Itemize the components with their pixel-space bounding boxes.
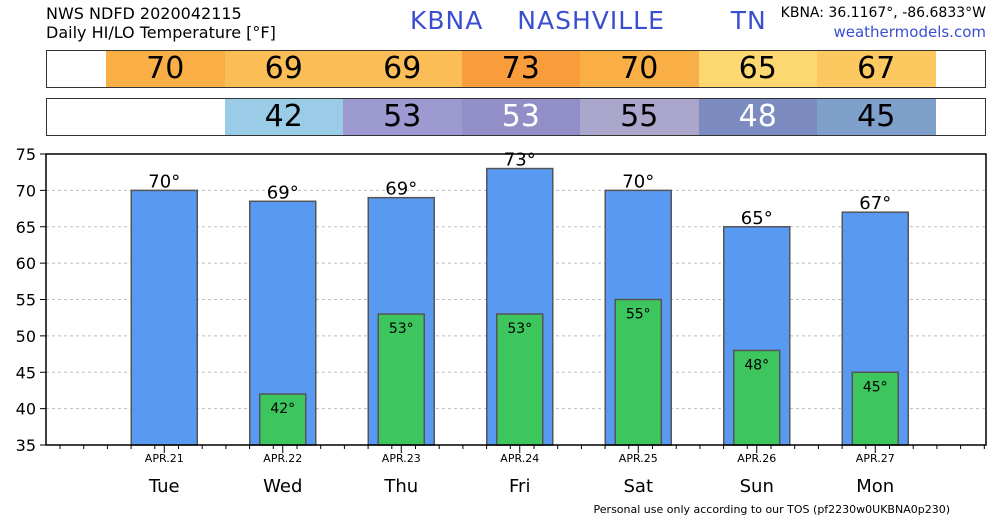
y-tick-label: 40 [16,400,36,419]
weekday-label: Sat [623,476,653,497]
low-temp-bar [259,393,307,446]
lo-cell: 42 [224,99,343,135]
high-temp-label: 70° [622,171,654,192]
low-temperature-strip: 42 53 53 55 48 45 [46,98,986,136]
y-tick-label: 65 [16,218,36,237]
y-tick-label: 55 [16,291,36,310]
low-temp-bar [377,313,425,446]
header-info: NWS NDFD 2020042115 Daily HI/LO Temperat… [46,4,276,42]
state-code: TN [730,6,767,35]
high-temp-label: 73° [504,150,536,171]
station-code: KBNA [410,6,484,35]
header-right: KBNA: 36.1167°, -86.6833°W weathermodels… [781,4,986,42]
date-label: APR.27 [856,452,895,465]
hi-cell: 69 [343,51,462,87]
lo-cell: 55 [580,99,699,135]
y-tick-label: 35 [16,436,36,455]
hi-cell: 73 [461,51,580,87]
lo-cell: 53 [343,99,462,135]
date-label: APR.24 [500,452,539,465]
low-temp-bar [851,371,899,446]
high-temp-label: 67° [859,193,891,214]
hi-cell: 70 [580,51,699,87]
low-temp-bar [614,298,662,446]
weekday-label: Mon [856,476,894,497]
weekday-label: Fri [509,476,530,497]
high-temp-label: 65° [741,208,773,229]
date-label: APR.21 [145,452,184,465]
weekday-label: Sun [740,476,774,497]
lo-cell: 48 [698,99,817,135]
lo-cell: 45 [817,99,936,135]
y-tick-label: 75 [16,145,36,164]
hi-cell: 69 [224,51,343,87]
site-link[interactable]: weathermodels.com [833,23,986,41]
low-temp-label: 53° [389,321,414,337]
lo-cell: 53 [461,99,580,135]
y-tick-label: 45 [16,363,36,382]
high-temp-label: 70° [148,171,180,192]
high-temperature-strip: 70 69 69 73 70 65 67 [46,50,986,88]
weekday-label: Thu [383,476,418,497]
city-name: NASHVILLE [517,6,665,35]
hi-cell: 67 [817,51,936,87]
high-temp-label: 69° [385,179,417,200]
high-temp-bar [130,189,198,446]
low-temp-label: 48° [744,357,769,373]
low-temp-label: 45° [863,379,888,395]
low-temp-bar [733,349,781,446]
low-temp-label: 53° [507,321,532,337]
date-label: APR.26 [737,452,776,465]
weekday-label: Wed [263,476,302,497]
plot-frame [45,153,987,446]
y-tick-label: 50 [16,327,36,346]
date-label: APR.22 [263,452,302,465]
low-temp-label: 42° [270,401,295,417]
low-temp-label: 55° [626,307,651,323]
model-run-label: NWS NDFD 2020042115 [46,4,242,23]
weekday-label: Tue [148,476,180,497]
hi-cell: 70 [106,51,225,87]
station-title: KBNA NASHVILLE TN [410,6,767,35]
coordinates: KBNA: 36.1167°, -86.6833°W [780,5,986,21]
y-tick-label: 70 [16,181,36,200]
date-label: APR.25 [619,452,658,465]
hi-cell: 65 [698,51,817,87]
high-temp-label: 69° [267,182,299,203]
footer-note: Personal use only according to our TOS (… [593,503,950,516]
y-tick-label: 60 [16,254,36,273]
date-label: APR.23 [382,452,421,465]
variable-label: Daily HI/LO Temperature [°F] [46,23,276,42]
